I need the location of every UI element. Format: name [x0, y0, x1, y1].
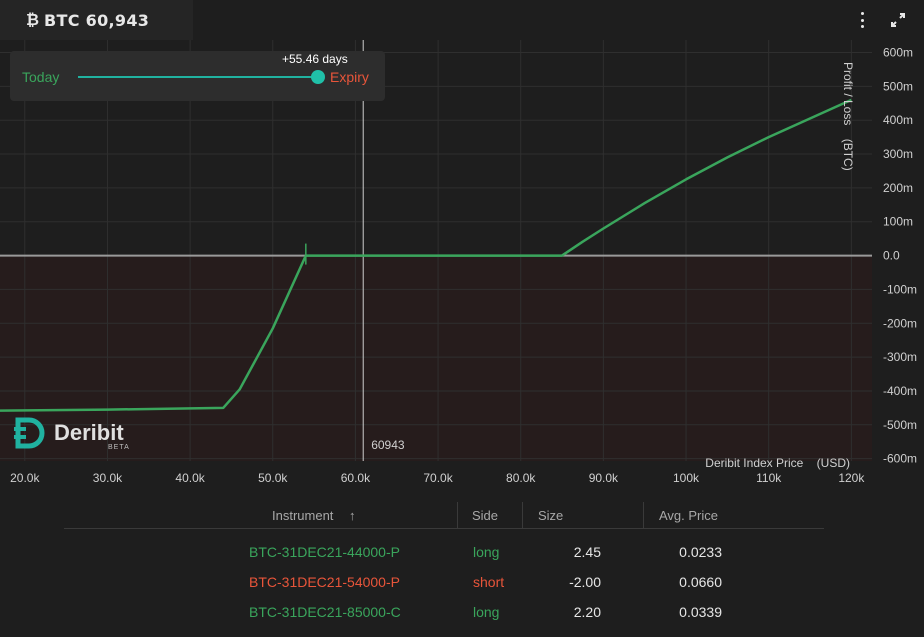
row-avg-price: 0.0233	[679, 544, 722, 560]
column-divider[interactable]	[457, 502, 458, 528]
row-side: short	[473, 574, 505, 590]
x-tick-label: 80.0k	[506, 471, 536, 485]
y-axis-label: Profit / Loss (BTC)	[841, 62, 855, 171]
positions-header: Instrument ↑ Side Size Avg. Price	[64, 500, 824, 529]
x-tick-label: 120k	[838, 471, 865, 485]
row-avg-price: 0.0339	[679, 604, 722, 620]
y-tick-label: 400m	[883, 113, 913, 127]
time-slider-panel: Today +55.46 days Expiry	[10, 51, 385, 101]
row-avg-price: 0.0660	[679, 574, 722, 590]
top-bar: ₿ BTC 60,943	[0, 0, 924, 40]
y-tick-label: 300m	[883, 147, 913, 161]
y-tick-label: -100m	[883, 282, 917, 296]
y-tick-label: -300m	[883, 350, 917, 364]
sort-ascending-icon[interactable]: ↑	[349, 508, 356, 523]
row-instrument: BTC-31DEC21-54000-P	[249, 574, 400, 590]
x-tick-label: 90.0k	[589, 471, 619, 485]
col-instrument[interactable]: Instrument	[272, 508, 334, 523]
deribit-logo-icon	[14, 417, 45, 449]
table-row[interactable]: BTC-31DEC21-85000-C long 2.20 0.0339	[64, 596, 824, 626]
y-tick-label: 600m	[883, 46, 913, 60]
pnl-series-line	[0, 98, 852, 412]
y-tick-label: 0.0	[883, 249, 900, 263]
x-tick-label: 30.0k	[93, 471, 123, 485]
y-tick-label: -500m	[883, 418, 917, 432]
current-price-label: 60943	[371, 438, 405, 452]
ticker-selector[interactable]: ₿ BTC 60,943	[0, 0, 193, 40]
slider-track[interactable]	[78, 76, 318, 78]
deribit-logo: Deribit BETA	[12, 416, 129, 451]
slider-days-label: +55.46 days	[282, 52, 348, 66]
y-tick-label: -200m	[883, 316, 917, 330]
table-row[interactable]: BTC-31DEC21-44000-P long 2.45 0.0233	[64, 536, 824, 566]
x-tick-label: 110k	[756, 471, 782, 485]
row-instrument: BTC-31DEC21-44000-P	[249, 544, 400, 560]
positions-table: Instrument ↑ Side Size Avg. Price BTC-31…	[64, 500, 824, 626]
row-side: long	[473, 604, 500, 620]
y-tick-label: 200m	[883, 181, 913, 195]
logo-beta-tag: BETA	[108, 444, 130, 451]
x-tick-label: 60.0k	[341, 471, 371, 485]
pnl-chart-svg: 20.0k 30.0k 40.0k 50.0k 60.0k 70.0k 80.0k 90.0k…	[0, 40, 917, 485]
row-size: -2.00	[569, 574, 601, 590]
slider-expiry-label: Expiry	[330, 69, 369, 85]
logo-name: Deribit	[54, 420, 124, 445]
y-tick-label: 100m	[883, 215, 913, 229]
y-tick-label: -600m	[883, 452, 917, 466]
row-size: 2.45	[573, 544, 601, 560]
ticker-label: BTC 60,943	[44, 10, 150, 30]
y-tick-label: 500m	[883, 79, 913, 93]
slider-today-label: Today	[22, 69, 60, 85]
x-axis-label: Deribit Index Price (USD)	[705, 456, 850, 470]
column-divider[interactable]	[643, 502, 644, 528]
col-side[interactable]: Side	[472, 508, 499, 523]
loss-region	[0, 255, 872, 461]
x-tick-label: 70.0k	[423, 471, 453, 485]
more-options-icon[interactable]	[855, 10, 869, 30]
col-avg-price[interactable]: Avg. Price	[659, 508, 719, 523]
x-tick-label: 50.0k	[258, 471, 288, 485]
x-tick-label: 20.0k	[10, 471, 40, 485]
table-row[interactable]: BTC-31DEC21-54000-P short -2.00 0.0660	[64, 566, 824, 596]
col-size[interactable]: Size	[538, 508, 564, 523]
y-tick-label: -400m	[883, 384, 917, 398]
x-tick-label: 100k	[673, 471, 700, 485]
x-tick-label: 40.0k	[175, 471, 205, 485]
row-side: long	[473, 544, 500, 560]
expand-icon[interactable]	[890, 12, 906, 28]
bitcoin-icon: ₿	[26, 10, 40, 29]
pnl-chart[interactable]: 20.0k 30.0k 40.0k 50.0k 60.0k 70.0k 80.0k 90.0k…	[0, 40, 924, 490]
slider-handle[interactable]	[311, 70, 325, 84]
row-size: 2.20	[573, 604, 601, 620]
row-instrument: BTC-31DEC21-85000-C	[249, 604, 401, 620]
column-divider[interactable]	[522, 502, 523, 528]
